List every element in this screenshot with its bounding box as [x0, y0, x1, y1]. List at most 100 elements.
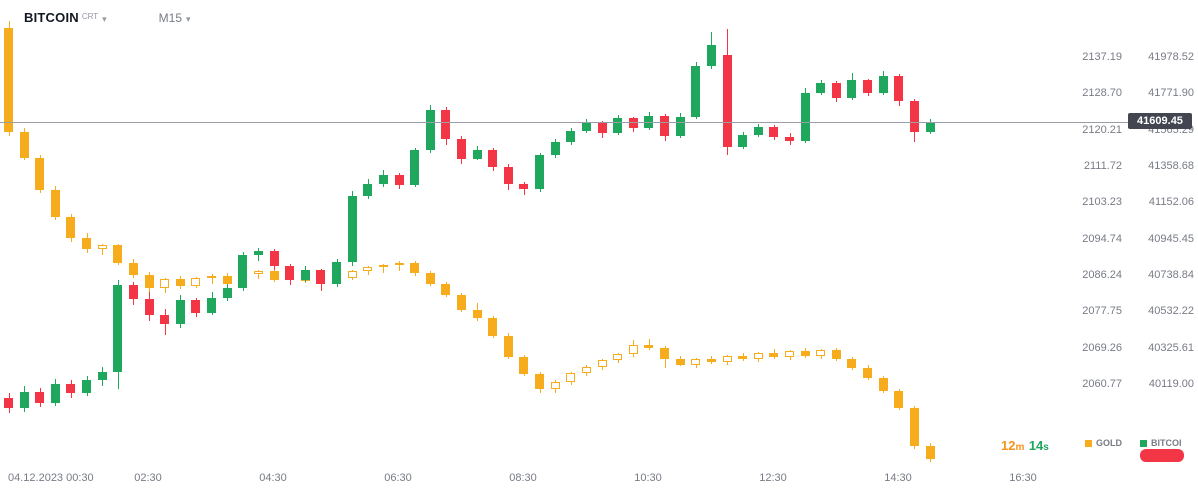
timeframe-selector[interactable]: M15 ▾: [159, 11, 191, 25]
gold-candle: [128, 263, 138, 276]
bitcoin-candle: [316, 270, 326, 284]
timeframe-label: M15: [158, 11, 183, 25]
timer-minutes: 12: [1001, 438, 1016, 453]
bitcoin-candle: [222, 287, 232, 298]
bitcoin-candle: [613, 118, 623, 134]
bitcoin-candle: [160, 315, 170, 325]
gold-candle: [441, 284, 451, 295]
bitcoin-candle: [785, 136, 794, 142]
last-price-badge: 41609.45: [1128, 113, 1192, 129]
bitcoin-candle: [50, 383, 60, 404]
gold-candle: [628, 345, 638, 354]
bitcoin-candle: [113, 285, 123, 373]
gold-candle: [410, 262, 420, 274]
btc-price-tick: 41771.90: [1148, 87, 1194, 100]
bitcoin-candle: [253, 251, 263, 256]
bitcoin-candle: [691, 65, 701, 117]
gold-candle: [222, 275, 232, 285]
gold-candle-wick: [383, 263, 385, 274]
gold-candle: [753, 352, 763, 360]
gold-candle: [35, 157, 45, 190]
gold-candle: [394, 262, 404, 265]
bitcoin-candle: [488, 149, 498, 167]
gold-price-tick: 2128.70: [1082, 87, 1122, 100]
gold-candle: [613, 353, 623, 361]
bitcoin-candle: [753, 127, 763, 135]
gold-candle-wick: [258, 270, 260, 280]
gold-candle: [144, 275, 154, 288]
gold-candle: [191, 278, 201, 286]
bitcoin-candle: [831, 83, 841, 99]
bitcoin-candle: [332, 262, 342, 284]
gold-candle: [97, 245, 107, 250]
gold-candle: [722, 356, 732, 363]
bitcoin-candle: [909, 100, 919, 133]
gold-candle: [378, 264, 388, 268]
bitcoin-candle: [644, 115, 654, 128]
symbol-tag: CRT: [81, 12, 99, 21]
gold-candle: [269, 271, 279, 280]
gold-candle: [160, 279, 170, 288]
bitcoin-candle: [175, 300, 185, 325]
bitcoin-candle: [300, 270, 310, 281]
price-tick-row: 2128.70 41771.90: [1070, 87, 1194, 99]
legend-bitcoin-label: BITCOI: [1151, 438, 1182, 448]
gold-candle: [581, 366, 591, 374]
bitcoin-candle: [863, 80, 873, 93]
gold-candle: [597, 360, 607, 367]
gold-candle: [691, 359, 701, 365]
gold-candle: [909, 408, 919, 446]
gold-candle: [878, 378, 888, 392]
time-tick-label: 02:30: [134, 472, 162, 484]
gold-candle: [82, 237, 92, 250]
bitcoin-candle: [800, 92, 810, 142]
gold-price-tick: 2103.23: [1082, 196, 1122, 209]
bitcoin-candle: [535, 155, 545, 190]
legend-item-bitcoin[interactable]: BITCOI: [1140, 438, 1182, 448]
bitcoin-candle: [675, 116, 685, 136]
gold-candle: [113, 245, 123, 264]
bitcoin-swatch-icon: [1140, 439, 1147, 447]
bitcoin-candle: [581, 122, 591, 131]
gold-candle: [425, 273, 435, 285]
gold-price-tick: 2094.74: [1082, 232, 1122, 245]
gold-candle: [566, 373, 576, 382]
bitcoin-candle: [503, 166, 513, 185]
gold-candle: [675, 359, 685, 365]
gold-candle: [66, 216, 76, 238]
bitcoin-candle: [519, 184, 529, 190]
bitcoin-candle: [238, 255, 248, 288]
symbol-chevron-down-icon[interactable]: ▾: [102, 14, 107, 24]
price-tick-row: 2069.26 40325.61: [1070, 342, 1194, 354]
gold-price-tick: 2111.72: [1083, 160, 1122, 172]
gold-candle: [535, 374, 545, 389]
bitcoin-candle: [660, 115, 670, 136]
bitcoin-candle: [144, 299, 154, 316]
chart-plot-area[interactable]: [0, 0, 1070, 470]
gold-candle: [472, 309, 482, 319]
gold-candle: [660, 348, 670, 360]
legend-item-gold[interactable]: GOLD: [1085, 438, 1122, 448]
bitcoin-candle: [925, 121, 935, 133]
symbol-name[interactable]: BITCOIN: [24, 10, 79, 25]
gold-candle-wick: [102, 243, 104, 255]
bitcoin-candle: [363, 184, 373, 196]
gold-price-tick: 2069.26: [1082, 341, 1122, 354]
sell-button[interactable]: [1140, 449, 1184, 462]
price-tick-row: 2086.24 40738.84: [1070, 269, 1194, 281]
bitcoin-candle: [66, 383, 76, 393]
gold-candle: [550, 381, 560, 389]
bitcoin-candle: [816, 83, 826, 93]
gold-candle: [863, 368, 873, 379]
bitcoin-candle: [566, 130, 576, 143]
gold-candle: [456, 294, 466, 310]
gold-candle: [644, 345, 654, 349]
bitcoin-candle: [285, 266, 295, 281]
time-tick-label: 16:30: [1009, 472, 1037, 484]
gold-candle: [50, 189, 60, 217]
gold-candle: [347, 271, 357, 278]
price-tick-row: 2077.75 40532.22: [1070, 305, 1194, 317]
gold-candle: [363, 267, 373, 272]
current-price-line: [0, 122, 1128, 123]
btc-price-tick: 40119.00: [1148, 378, 1194, 390]
